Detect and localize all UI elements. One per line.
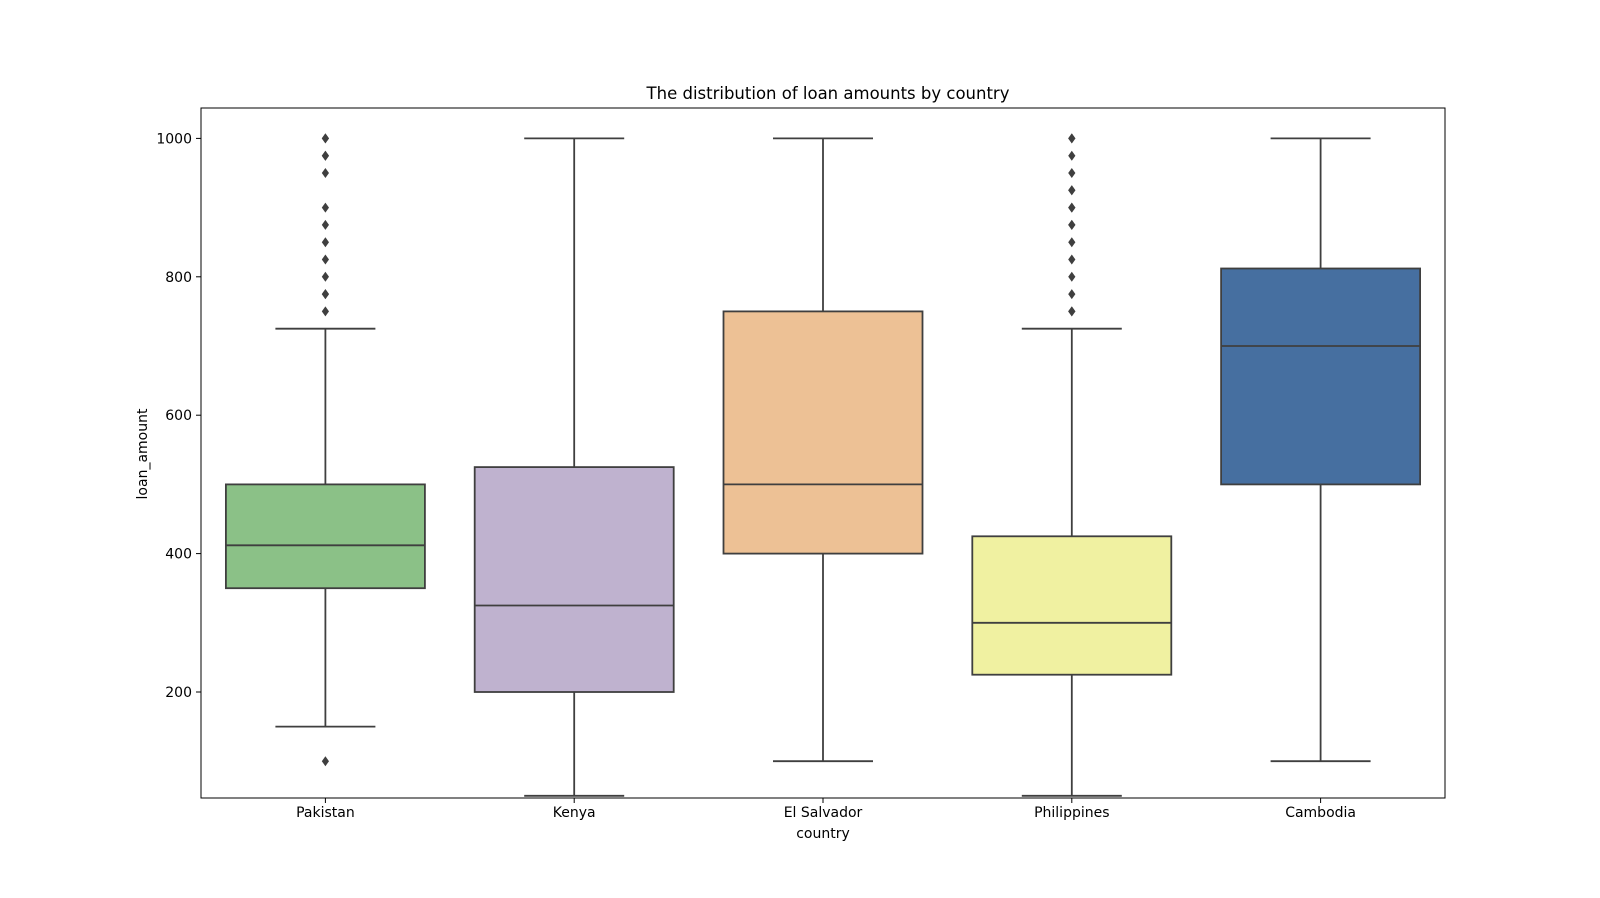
- outlier-point: [321, 289, 329, 300]
- chart-title: The distribution of loan amounts by coun…: [646, 84, 1010, 103]
- x-axis-label: country: [796, 826, 850, 842]
- iqr-box: [722, 310, 924, 555]
- box-group-pakistan: [224, 133, 426, 767]
- x-tick-label-pakistan: Pakistan: [296, 805, 355, 821]
- outlier-point: [1068, 306, 1076, 317]
- y-axis-label: loan_amount: [135, 408, 151, 499]
- outlier-point: [321, 254, 329, 265]
- outlier-point: [321, 150, 329, 161]
- iqr-box: [1220, 267, 1421, 486]
- outlier-point: [1068, 289, 1076, 300]
- outlier-point: [321, 202, 329, 213]
- outlier-point: [1068, 254, 1076, 265]
- x-tick-label-philippines: Philippines: [1034, 805, 1109, 821]
- outlier-point: [1068, 271, 1076, 282]
- x-tick-label-kenya: Kenya: [553, 805, 596, 821]
- outlier-point: [1068, 219, 1076, 230]
- box-group-cambodia: [1220, 137, 1421, 763]
- x-tick-label-el-salvador: El Salvador: [784, 805, 863, 821]
- iqr-box: [971, 535, 1173, 676]
- plot-area: [224, 133, 1421, 797]
- box-group-philippines: [971, 133, 1173, 797]
- y-tick-label-600: 600: [165, 408, 192, 424]
- outlier-point: [1068, 168, 1076, 178]
- outlier-point: [1068, 150, 1076, 161]
- y-tick-label-800: 800: [165, 270, 192, 286]
- outlier-point: [321, 306, 329, 317]
- y-tick-label-1000: 1000: [156, 131, 192, 147]
- outlier-point: [321, 168, 329, 178]
- x-tick-label-cambodia: Cambodia: [1285, 805, 1356, 821]
- outlier-point: [321, 219, 329, 230]
- outlier-point: [1068, 202, 1076, 213]
- iqr-box: [224, 483, 426, 590]
- outlier-point: [321, 237, 329, 248]
- box-group-el-salvador: [722, 137, 924, 763]
- iqr-box: [473, 466, 675, 693]
- y-tick-label-200: 200: [165, 685, 192, 701]
- box-group-kenya: [473, 137, 675, 797]
- outlier-point: [321, 756, 329, 767]
- outlier-point: [321, 271, 329, 282]
- y-tick-label-400: 400: [165, 547, 192, 563]
- outlier-point: [321, 133, 329, 144]
- outlier-point: [1068, 185, 1076, 196]
- outlier-point: [1068, 237, 1076, 248]
- outlier-point: [1068, 133, 1076, 144]
